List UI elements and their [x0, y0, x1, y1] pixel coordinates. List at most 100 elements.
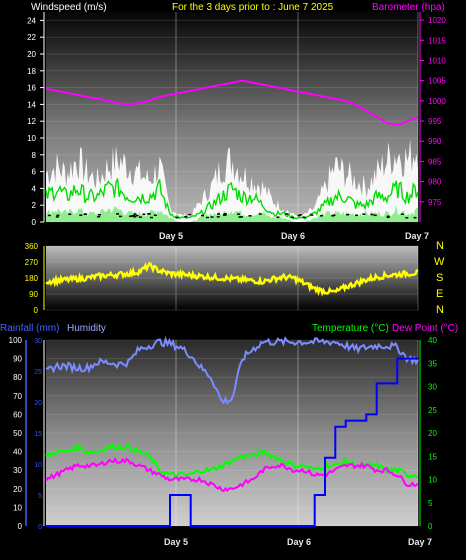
calm-mark [147, 213, 151, 215]
chart-marks [45, 79, 419, 527]
baro-tick-label: 1000 [428, 97, 446, 106]
wind-tick-label: 2 [32, 201, 37, 210]
temp-tick-label: 15 [428, 452, 437, 461]
rain-tick-label: 0 [38, 524, 42, 531]
period-title: For the 3 days prior to : June 7 2025 [172, 2, 334, 13]
temp-tick-label: 20 [428, 429, 437, 438]
calm-mark [310, 214, 314, 216]
humidity-tick-label: 100 [9, 336, 23, 345]
calm-mark [55, 216, 59, 218]
rainfall-line [46, 357, 418, 527]
compass-e: E [436, 288, 443, 300]
day-label-top-3: Day 7 [405, 231, 429, 241]
calm-mark [201, 214, 205, 217]
dewpoint-axis-label: Dew Point (°C) [392, 323, 458, 334]
avg-wind-line [45, 178, 419, 220]
calm-mark [188, 213, 192, 216]
wind-tick-label: 6 [32, 168, 37, 177]
barometer-line [45, 79, 419, 127]
calm-mark [133, 216, 137, 218]
rain-tick-label: 15 [34, 431, 42, 438]
calm-mark [116, 213, 120, 215]
temp-tick-label: 25 [428, 406, 437, 415]
direction-tick-label: 90 [29, 290, 38, 299]
dewpoint-line [45, 456, 419, 493]
direction-tick-label: 180 [25, 274, 39, 283]
rainfall-axis-label: Rainfall (mm) [0, 323, 59, 334]
calm-mark [133, 213, 137, 215]
baro-tick-label: 1015 [428, 36, 446, 45]
wind-tick-label: 18 [27, 67, 36, 76]
calm-mark [47, 214, 51, 217]
day-label-top-1: Day 5 [159, 231, 183, 241]
temp-tick-label: 30 [428, 383, 437, 392]
temp-tick-label: 10 [428, 476, 437, 485]
day-label-bottom-3: Day 7 [408, 537, 432, 547]
calm-mark [355, 214, 359, 217]
axis-ticks: 0246810121416182022249759809859909951000… [9, 12, 446, 531]
direction-tick-label: 0 [34, 306, 39, 315]
calm-mark [370, 213, 374, 216]
humidity-tick-label: 0 [18, 522, 23, 531]
wind-tick-label: 14 [27, 100, 36, 109]
temp-tick-label: 0 [428, 522, 433, 531]
compass-s: S [436, 272, 443, 284]
calm-mark [276, 216, 280, 218]
day-label-bottom-2: Day 6 [287, 537, 311, 547]
calm-mark [150, 216, 154, 219]
calm-mark [237, 213, 241, 215]
baro-tick-label: 1010 [428, 56, 446, 65]
wind-tick-label: 10 [27, 134, 36, 143]
calm-mark [346, 213, 350, 216]
calm-mark [130, 215, 134, 217]
calm-mark [400, 213, 404, 215]
humidity-tick-label: 40 [13, 448, 22, 457]
rain-tick-label: 30 [34, 338, 42, 345]
windspeed-title: Windspeed (m/s) [31, 2, 107, 13]
calm-mark [216, 216, 220, 218]
calm-mark [285, 213, 289, 215]
baro-tick-label: 980 [428, 178, 442, 187]
baro-tick-label: 995 [428, 117, 442, 126]
calm-mark [223, 213, 227, 216]
calm-mark [238, 216, 242, 218]
wind-tick-label: 22 [27, 33, 36, 42]
calm-mark [332, 214, 336, 216]
wind-tick-label: 0 [32, 218, 37, 227]
humidity-tick-label: 90 [13, 355, 22, 364]
baro-tick-label: 985 [428, 157, 442, 166]
humidity-line [45, 335, 419, 405]
baro-tick-label: 990 [428, 137, 442, 146]
wind-tick-label: 4 [32, 184, 37, 193]
day-label-bottom-1: Day 5 [164, 537, 188, 547]
calm-mark [258, 213, 262, 215]
wind-tick-label: 12 [27, 117, 36, 126]
wind-tick-label: 24 [27, 16, 36, 25]
calm-mark [97, 215, 101, 218]
calm-mark [153, 214, 157, 217]
rain-tick-label: 20 [34, 400, 42, 407]
calm-mark [302, 216, 306, 219]
temp-tick-label: 40 [428, 336, 437, 345]
wind-tick-label: 8 [32, 151, 37, 160]
calm-mark [386, 216, 390, 219]
calm-mark [84, 213, 88, 215]
temperature-axis-label: Temperature (°C) [312, 323, 389, 334]
calm-mark [68, 213, 72, 215]
calm-mark [97, 213, 101, 216]
calm-mark [138, 216, 142, 218]
temp-tick-label: 5 [428, 499, 433, 508]
baro-tick-label: 1020 [428, 16, 446, 25]
calm-mark [118, 215, 122, 218]
humidity-tick-label: 20 [13, 485, 22, 494]
direction-tick-label: 360 [25, 242, 39, 251]
humidity-tick-label: 70 [13, 392, 22, 401]
humidity-axis-label: Humidity [67, 323, 106, 334]
calm-mark [362, 213, 366, 215]
calm-mark [298, 214, 302, 216]
wind-tick-label: 16 [27, 84, 36, 93]
humidity-tick-label: 50 [13, 429, 22, 438]
calm-mark [386, 215, 390, 218]
rain-humidity-temp-panel [46, 340, 418, 526]
